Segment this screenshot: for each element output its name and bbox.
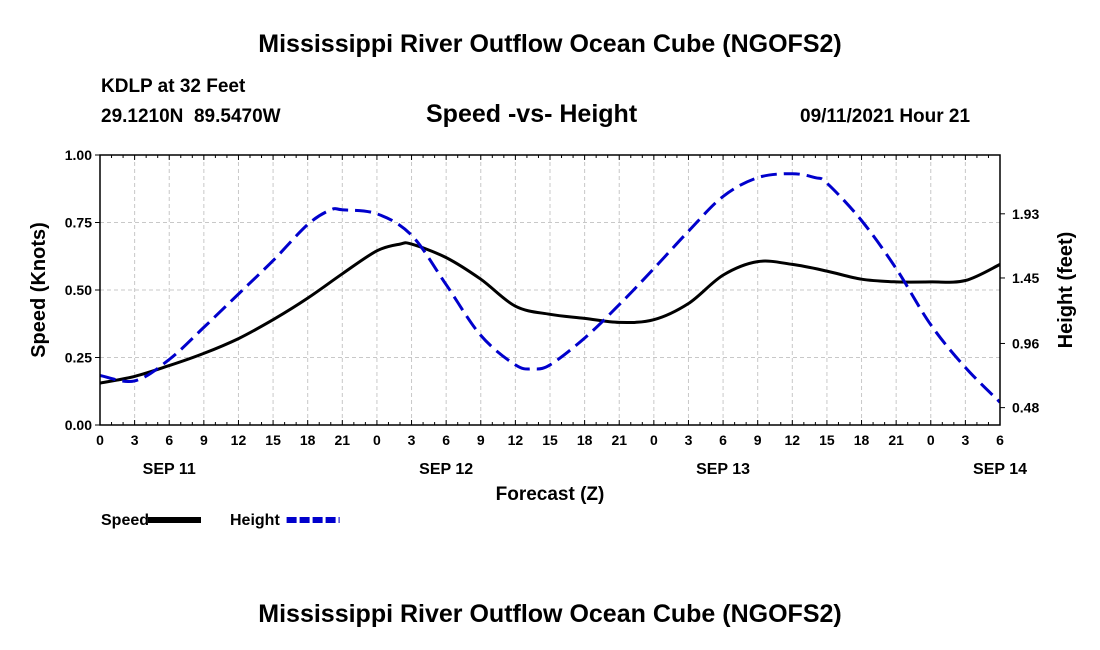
y-tick-label: 0.50 xyxy=(65,282,92,298)
footer-title: Mississippi River Outflow Ocean Cube (NG… xyxy=(258,600,842,628)
x-tick-label: 21 xyxy=(335,432,351,448)
x-tick-label: 18 xyxy=(854,432,870,448)
date-label: SEP 11 xyxy=(143,461,196,478)
x-tick-label: 3 xyxy=(685,432,693,448)
legend-label-speed: Speed xyxy=(101,512,149,529)
station-label: KDLP at 32 Feet xyxy=(101,76,246,97)
grid xyxy=(100,155,1000,425)
y-tick-label: 0.25 xyxy=(65,350,92,366)
x-tick-label: 0 xyxy=(373,432,381,448)
x-tick-label: 9 xyxy=(477,432,485,448)
chart-title: Speed -vs- Height xyxy=(426,100,638,128)
x-tick-label: 9 xyxy=(200,432,208,448)
y-axis-title: Speed (Knots) xyxy=(28,222,50,358)
x-tick-label: 9 xyxy=(754,432,762,448)
y2-tick-label: 0.96 xyxy=(1012,335,1039,351)
x-tick-label: 21 xyxy=(611,432,627,448)
date-label: SEP 13 xyxy=(696,461,750,478)
x-tick-label: 0 xyxy=(96,432,104,448)
location-label: 29.1210N 89.5470W xyxy=(101,106,281,127)
x-tick-label: 12 xyxy=(508,432,524,448)
forecast-datetime: 09/11/2021 Hour 21 xyxy=(800,106,971,127)
x-tick-label: 12 xyxy=(785,432,801,448)
speed-series-line xyxy=(100,241,1000,385)
x-tick-label: 12 xyxy=(231,432,247,448)
axes xyxy=(95,154,1005,426)
x-tick-label: 18 xyxy=(577,432,593,448)
x-tick-label: 18 xyxy=(300,432,316,448)
plot-frame xyxy=(99,154,1001,426)
legend-label-height: Height xyxy=(230,512,280,529)
axis-labels: 0 3 6 9 12 15 18 21 0 3 6 9 12 15 18 21 0 3 6 9 12 15 18 21 0 3 60… xyxy=(28,147,1077,505)
series-layer xyxy=(100,172,1000,404)
date-label: SEP 14 xyxy=(973,461,1027,478)
x-tick-label: 21 xyxy=(888,432,904,448)
x-tick-label: 6 xyxy=(719,432,727,448)
x-axis-title: Forecast (Z) xyxy=(496,484,605,505)
y2-tick-label: 1.45 xyxy=(1012,270,1039,286)
y-tick-label: 0.75 xyxy=(65,215,92,231)
page-title: Mississippi River Outflow Ocean Cube (NG… xyxy=(258,30,842,58)
y2-tick-label: 1.93 xyxy=(1012,206,1039,222)
x-tick-label: 6 xyxy=(996,432,1004,448)
x-tick-label: 15 xyxy=(542,432,558,448)
x-tick-label: 3 xyxy=(961,432,969,448)
x-tick-label: 3 xyxy=(408,432,416,448)
x-tick-label: 6 xyxy=(165,432,173,448)
x-tick-label: 15 xyxy=(819,432,835,448)
height-series-line xyxy=(100,172,1000,404)
y2-tick-label: 0.48 xyxy=(1012,400,1039,416)
y-tick-label: 0.00 xyxy=(65,417,92,433)
x-tick-label: 0 xyxy=(650,432,658,448)
x-tick-label: 15 xyxy=(265,432,281,448)
x-tick-label: 3 xyxy=(131,432,139,448)
y-tick-label: 1.00 xyxy=(65,147,92,163)
legend: Speed Height xyxy=(101,512,340,529)
x-tick-label: 6 xyxy=(442,432,450,448)
y2-axis-title: Height (feet) xyxy=(1055,232,1077,349)
date-label: SEP 12 xyxy=(419,461,473,478)
x-tick-label: 0 xyxy=(927,432,935,448)
